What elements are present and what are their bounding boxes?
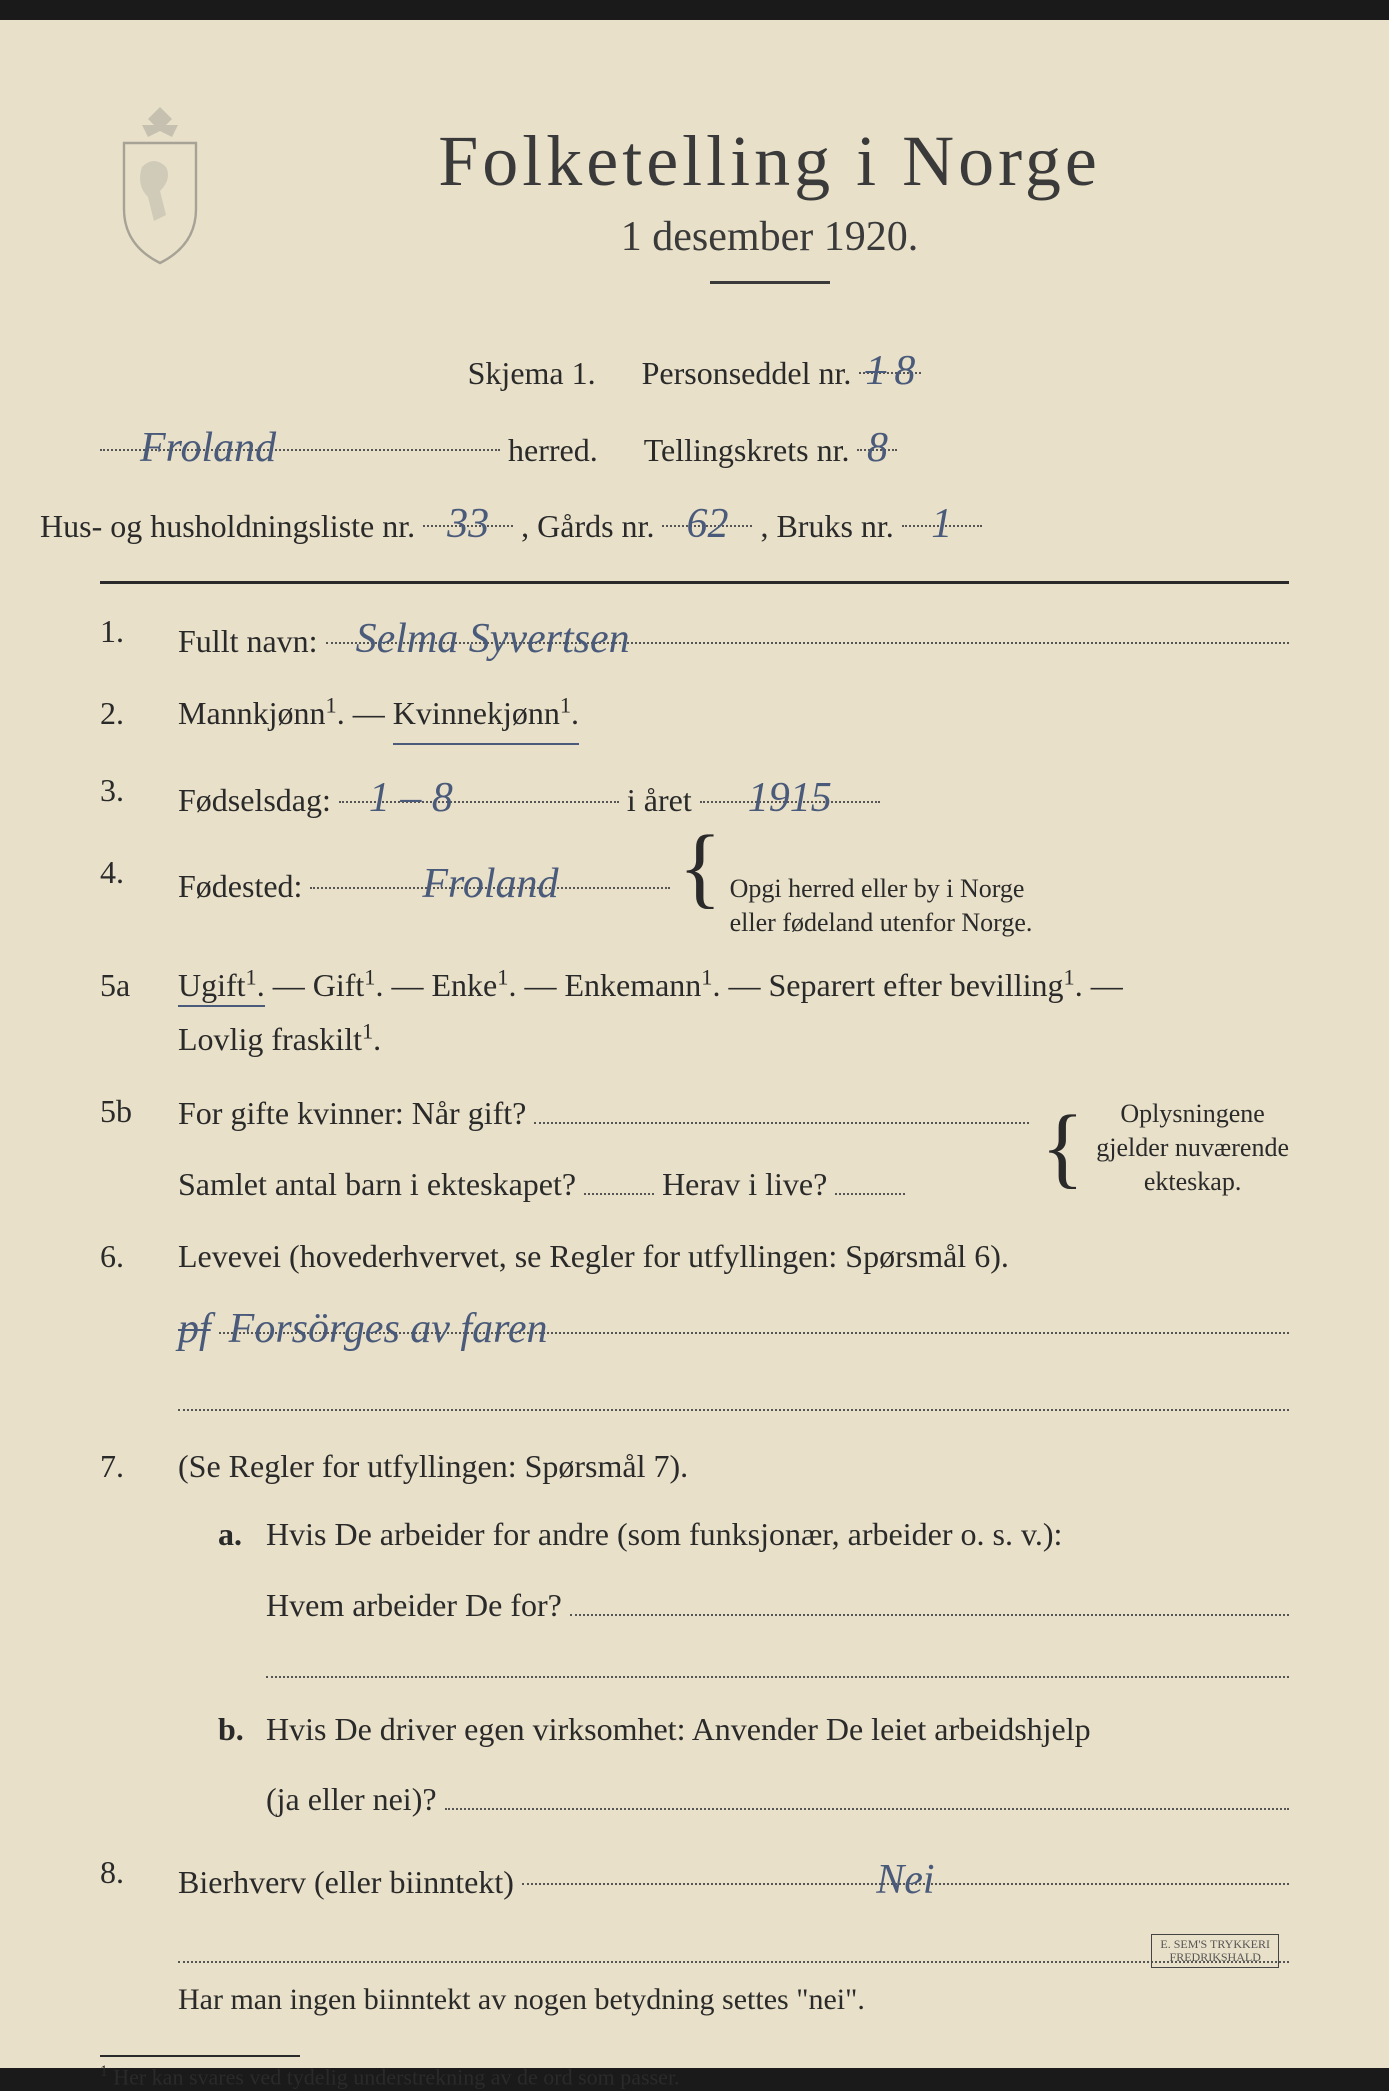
q7a-value	[570, 1576, 1289, 1616]
blank-line	[178, 1927, 1289, 1963]
q8-label: Bierhverv (eller biinntekt)	[178, 1855, 514, 1909]
census-form-page: Folketelling i Norge 1 desember 1920. Sk…	[0, 20, 1389, 2068]
title-rule	[710, 281, 830, 284]
q7-num: 7.	[100, 1439, 160, 1827]
herred-value: Froland	[100, 411, 500, 451]
q5b: 5b For gifte kvinner: Når gift? Samlet a…	[100, 1084, 1289, 1211]
title-block: Folketelling i Norge 1 desember 1920.	[250, 100, 1289, 314]
herred-label: herred.	[508, 422, 598, 480]
bruks-nr: 1	[902, 487, 982, 527]
q4-num: 4.	[100, 845, 160, 940]
q3-year: 1915	[700, 763, 880, 803]
brace-icon: {	[678, 845, 721, 890]
husliste-label: Hus- og husholdningsliste nr.	[40, 498, 415, 556]
printer-stamp: E. SEM'S TRYKKERIFREDRIKSHALD	[1151, 1934, 1279, 1968]
footer-note: Har man ingen biinntekt av nogen betydni…	[178, 1973, 1289, 2027]
q5b-label: For gifte kvinner:	[178, 1086, 404, 1140]
q4-note: Opgi herred eller by i Norge eller fødel…	[730, 872, 1033, 940]
q8-value: Nei	[522, 1845, 1289, 1885]
blank-line	[178, 1375, 1289, 1411]
q4: 4. Fødested: Froland { Opgi herred eller…	[100, 845, 1289, 940]
q6-label: Levevei (hovederhvervet, se Regler for u…	[178, 1238, 1009, 1274]
gards-label: Gårds nr.	[537, 498, 654, 556]
subtitle: 1 desember 1920.	[250, 213, 1289, 261]
q1-label: Fullt navn:	[178, 614, 318, 668]
q3-label: Fødselsdag:	[178, 773, 331, 827]
q8: 8. Bierhverv (eller biinntekt) Nei	[100, 1845, 1289, 1909]
footnote: 1 Her kan svares ved tydelig understrekn…	[100, 2047, 1289, 2090]
blank-line	[266, 1642, 1289, 1678]
coat-of-arms-icon	[100, 100, 220, 270]
q4-value: Froland	[310, 849, 670, 889]
q6-num: 6.	[100, 1229, 160, 1421]
divider	[100, 581, 1289, 584]
q7a: a. Hvis De arbeider for andre (som funks…	[218, 1507, 1289, 1688]
q3-num: 3.	[100, 763, 160, 827]
q1: 1. Fullt navn: Selma Syvertsen	[100, 604, 1289, 668]
q5a-body: Ugift1. — Gift1. — Enke1. — Enkemann1. —…	[178, 958, 1289, 1067]
tellingskrets-nr: 8	[857, 411, 897, 451]
brace-icon: {	[1041, 1125, 1084, 1170]
personseddel-nr: 1 8	[859, 334, 921, 374]
q5b-alive	[835, 1155, 905, 1195]
q4-label: Fødested:	[178, 859, 302, 913]
q5a-num: 5a	[100, 958, 160, 1067]
q2-opt2-selected: Kvinnekjønn1.	[393, 686, 579, 744]
q5b-when	[534, 1084, 1029, 1124]
q6-value: Forsörges av faren	[219, 1294, 1289, 1334]
q5a: 5a Ugift1. — Gift1. — Enke1. — Enkemann1…	[100, 958, 1289, 1067]
q5b-children	[584, 1155, 654, 1195]
q1-num: 1.	[100, 604, 160, 668]
q7: 7. (Se Regler for utfyllingen: Spørsmål …	[100, 1439, 1289, 1827]
q5b-num: 5b	[100, 1084, 160, 1211]
skjema-line: Skjema 1. Personseddel nr. 1 8	[100, 334, 1289, 403]
q7-label: (Se Regler for utfyllingen: Spørsmål 7).	[178, 1448, 688, 1484]
gards-nr: 62	[662, 487, 752, 527]
herred-line: Froland herred. Tellingskrets nr. 8	[100, 411, 1289, 480]
q2-opt1: Mannkjønn1.	[178, 686, 345, 740]
header: Folketelling i Norge 1 desember 1920.	[100, 100, 1289, 314]
tellingskrets-label: Tellingskrets nr.	[644, 422, 850, 480]
q2-num: 2.	[100, 686, 160, 744]
q8-num: 8.	[100, 1845, 160, 1909]
bruks-label: Bruks nr.	[776, 498, 893, 556]
q7b: b. Hvis De driver egen virksomhet: Anven…	[218, 1702, 1289, 1827]
personseddel-label: Personseddel nr.	[642, 345, 852, 403]
q6: 6. Levevei (hovederhvervet, se Regler fo…	[100, 1229, 1289, 1421]
q7b-value	[445, 1770, 1289, 1810]
husliste-line: Hus- og husholdningsliste nr. 33 , Gårds…	[40, 487, 1289, 556]
q5a-ugift: Ugift1.	[178, 967, 265, 1007]
husliste-nr: 33	[423, 487, 513, 527]
main-title: Folketelling i Norge	[250, 120, 1289, 203]
q2: 2. Mannkjønn1. — Kvinnekjønn1.	[100, 686, 1289, 744]
q5b-note: Oplysningene gjelder nuværende ekteskap.	[1096, 1097, 1289, 1198]
q3-day: 1 – 8	[339, 763, 619, 803]
q6-prefix: pf	[178, 1294, 211, 1365]
q1-value: Selma Syvertsen	[326, 604, 1289, 644]
skjema-label: Skjema 1.	[468, 345, 596, 403]
